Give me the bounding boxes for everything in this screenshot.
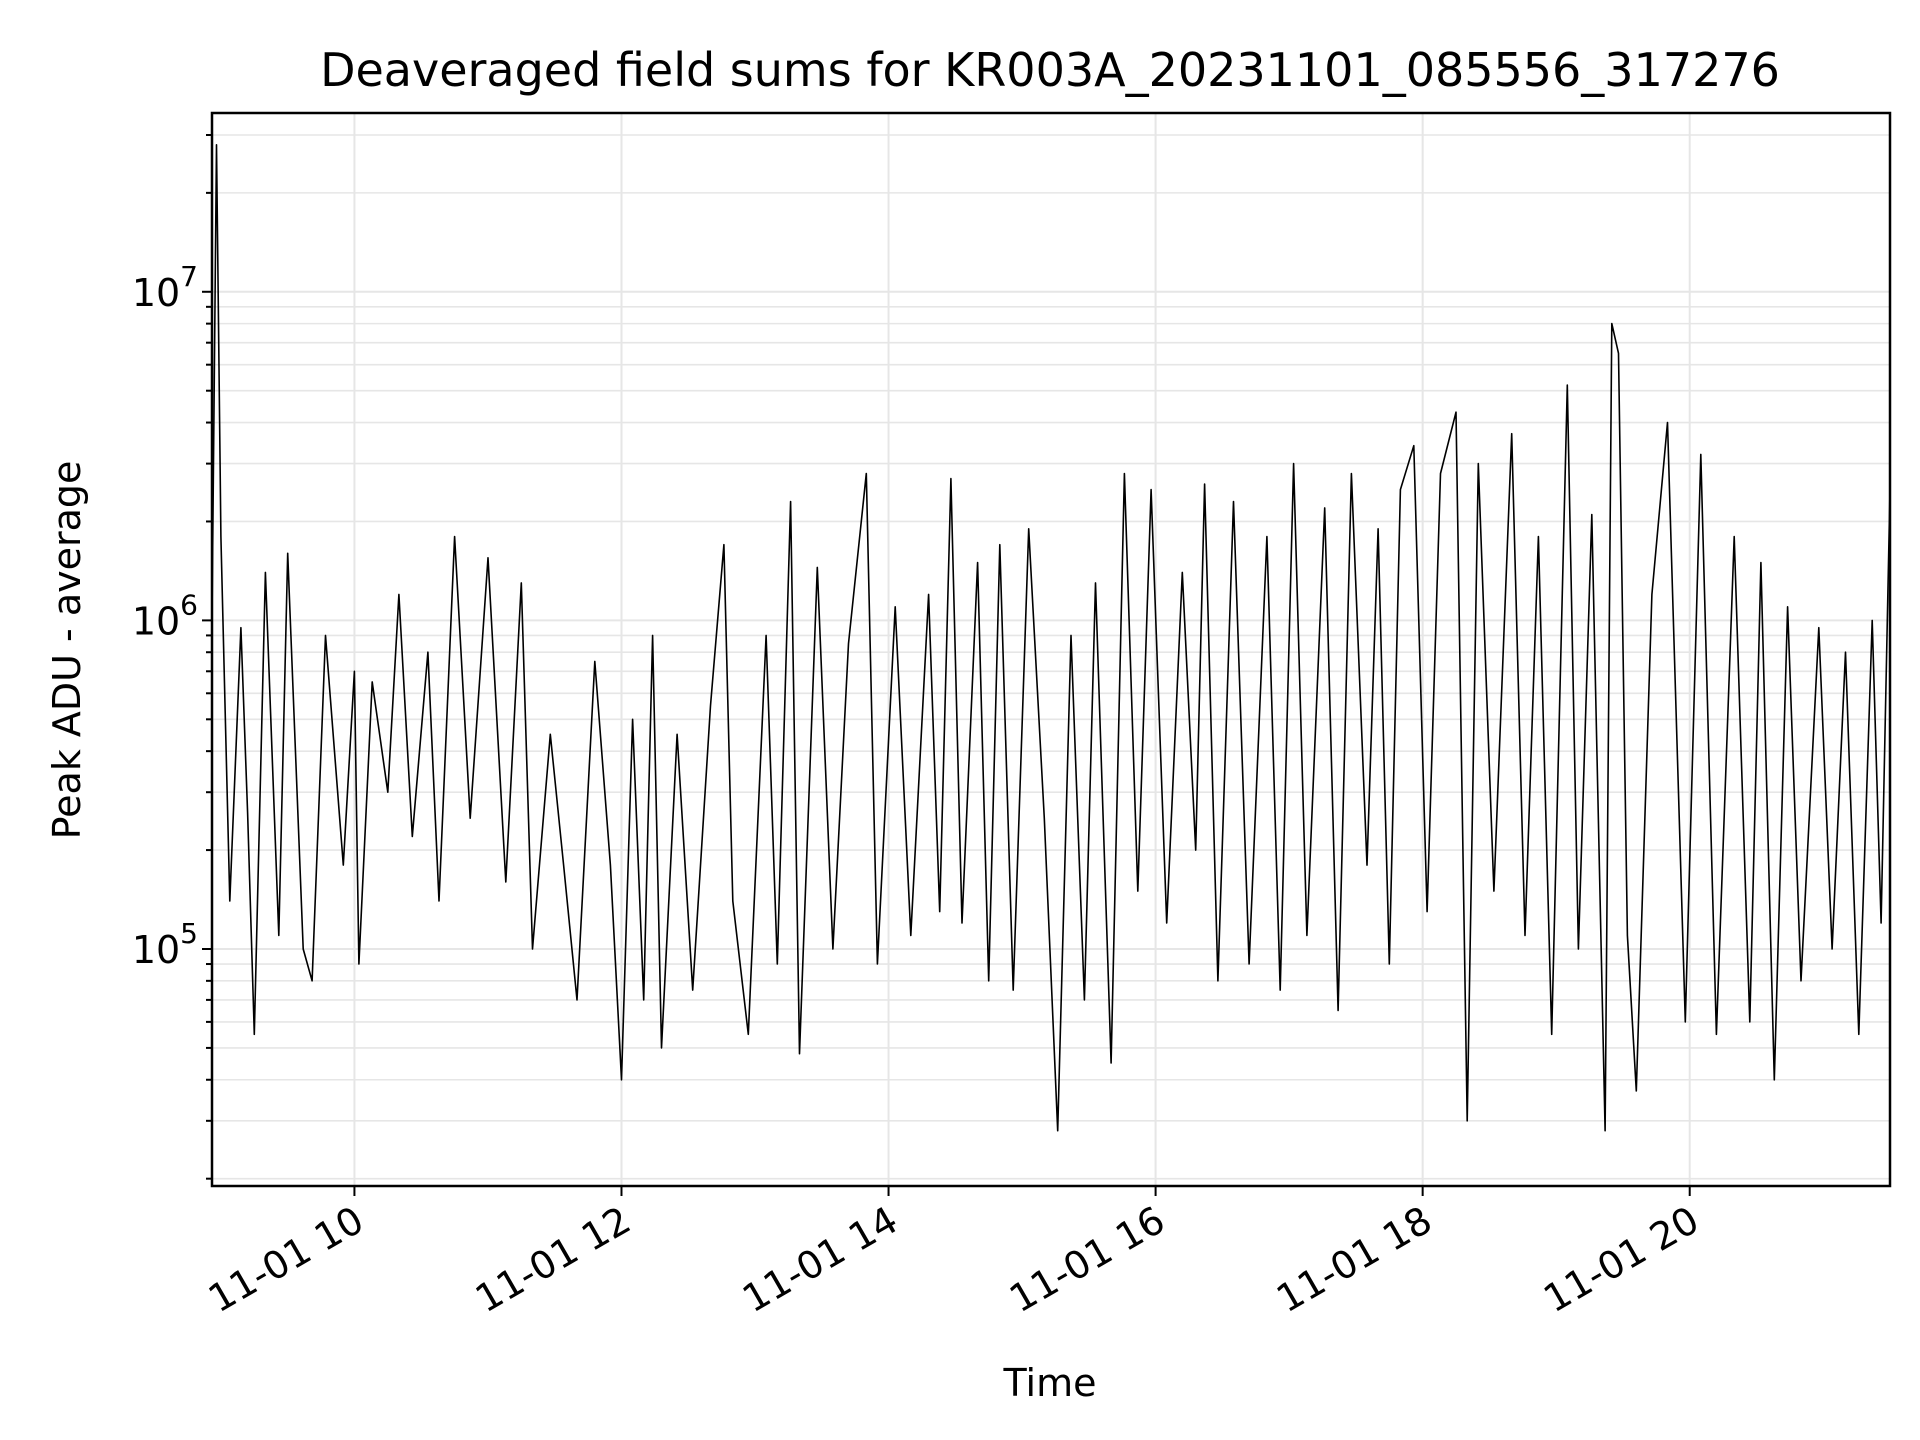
x-tick-label: 11-01 12 <box>468 1198 638 1322</box>
y-tick-label: 107 <box>132 260 198 315</box>
x-tick-label: 11-01 18 <box>1269 1198 1439 1322</box>
x-axis-label: Time <box>1003 1361 1097 1405</box>
x-tick-label: 11-01 20 <box>1536 1198 1706 1322</box>
grid <box>212 113 1890 1186</box>
y-tick-label: 106 <box>132 588 198 643</box>
y-axis-label: Peak ADU - average <box>45 461 89 840</box>
axes-frame <box>210 111 1892 1188</box>
y-tick-label: 105 <box>132 917 198 972</box>
y-axis-tick-labels: 105 106 107 <box>132 260 198 972</box>
plot-area <box>211 144 1891 1132</box>
x-tick-label: 11-01 10 <box>201 1198 371 1322</box>
axis-ticks <box>202 133 1691 1196</box>
series-line <box>211 144 1891 1132</box>
chart-title: Deaveraged field sums for KR003A_2023110… <box>320 43 1780 97</box>
x-axis-tick-labels: 11-01 10 11-01 12 11-01 14 11-01 16 11-01 18… <box>201 1198 1706 1322</box>
x-tick-label: 11-01 14 <box>735 1198 905 1322</box>
x-tick-label: 11-01 16 <box>1002 1198 1172 1322</box>
